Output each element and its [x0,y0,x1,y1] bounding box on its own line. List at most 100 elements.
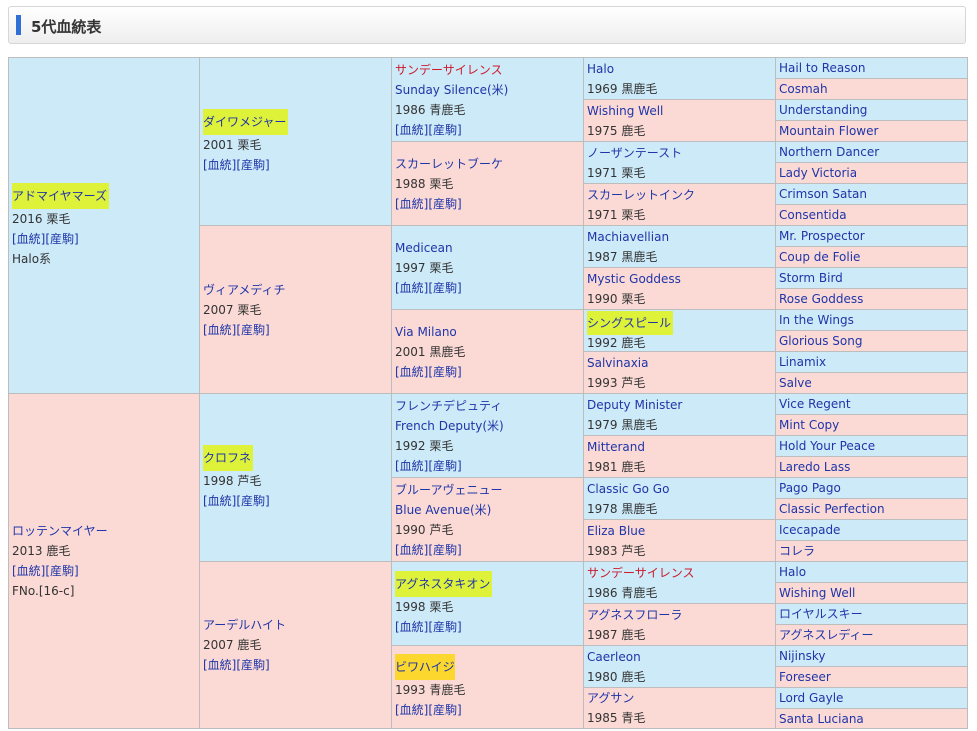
gen5-cell: Foreseer [775,666,968,688]
offspring-link[interactable]: [産駒] [236,322,270,337]
pedigree-link[interactable]: [血統] [395,196,429,211]
birth-year-color: 2001 黒鹿毛 [395,344,466,359]
horse-name-link[interactable]: サンデーサイレンス [587,565,695,580]
horse-name-link[interactable]: Crimson Satan [779,187,867,201]
horse-name-link[interactable]: アグネスレディー [779,628,874,642]
horse-name-link[interactable]: アグサン [587,691,635,705]
gen4-cell: サンデーサイレンス 1986 青鹿毛 [583,561,776,604]
offspring-link[interactable]: [産駒] [428,196,462,211]
horse-name-link[interactable]: ロッテンマイヤー [12,524,108,538]
horse-name-link[interactable]: アドマイヤマーズ [12,182,110,209]
gen4-cell: Caerleon 1980 鹿毛 [583,645,776,688]
offspring-link[interactable]: [産駒] [428,122,462,137]
horse-name-link[interactable]: Mountain Flower [779,124,879,138]
horse-name-link[interactable]: Eliza Blue [587,523,646,538]
pedigree-link[interactable]: [血統] [203,658,237,672]
horse-name-link[interactable]: Storm Bird [779,271,843,285]
horse-name-link[interactable]: Halo [587,61,615,76]
pedigree-link[interactable]: [血統] [395,122,429,137]
offspring-link[interactable]: [産駒] [236,157,270,172]
horse-name-link[interactable]: ビワハイジ [395,654,455,680]
birth-year-color: 1971 栗毛 [587,207,646,222]
horse-name-link[interactable]: Halo [779,565,807,579]
section-header: 5代血統表 [8,6,966,44]
pedigree-links: [血統][産駒] [395,540,580,560]
horse-name-link[interactable]: Salvinaxia [587,355,649,370]
horse-name-link[interactable]: In the Wings [779,313,854,327]
gen3-cell: フレンチデピュティ French Deputy(米) 1992 栗毛 [血統][… [391,393,584,478]
horse-name-link[interactable]: ヴィアメディチ [203,282,286,297]
horse-name-link[interactable]: Mint Copy [779,418,840,432]
horse-name-link[interactable]: Salve [779,376,812,390]
horse-name-link[interactable]: Coup de Folie [779,250,861,264]
offspring-link[interactable]: [産駒] [236,658,270,672]
horse-name-link[interactable]: Understanding [779,103,868,117]
offspring-link[interactable]: [産駒] [45,564,79,578]
horse-name-link[interactable]: サンデーサイレンス [395,62,503,77]
horse-name-link[interactable]: Classic Go Go [587,481,670,496]
horse-name-link[interactable]: アーデルハイト [203,618,287,632]
pedigree-link[interactable]: [血統] [395,703,429,717]
horse-name-link[interactable]: Machiavellian [587,229,670,244]
horse-name-link[interactable]: Mr. Prospector [779,229,865,243]
pedigree-link[interactable]: [血統] [395,364,429,379]
horse-name-link[interactable]: Wishing Well [587,103,664,118]
horse-name-link[interactable]: Linamix [779,355,827,369]
horse-name-link[interactable]: Cosmah [779,82,828,96]
horse-name-link[interactable]: ダイワメジャー [203,108,289,135]
horse-name-link[interactable]: Deputy Minister [587,397,683,412]
horse-name-link[interactable]: Nijinsky [779,649,826,663]
horse-name-link[interactable]: フレンチデピュティ [395,398,503,413]
gen5-cell: Salve [775,372,968,394]
horse-name-link[interactable]: Caerleon [587,649,641,664]
horse-name-link[interactable]: スカーレットインク [587,187,696,202]
horse-name-link[interactable]: Pago Pago [779,481,841,495]
gen5-cell: Northern Dancer [775,141,968,163]
offspring-link[interactable]: [産駒] [428,458,462,473]
horse-name-link[interactable]: Lady Victoria [779,166,858,180]
offspring-link[interactable]: [産駒] [45,231,79,246]
pedigree-link[interactable]: [血統] [203,157,237,172]
pedigree-link[interactable]: [血統] [395,619,429,634]
horse-name-link[interactable]: Wishing Well [779,586,856,600]
pedigree-link[interactable]: [血統] [395,542,429,557]
horse-name-link[interactable]: Rose Goddess [779,292,864,306]
horse-name-link[interactable]: スカーレットブーケ [395,156,504,171]
horse-name-link[interactable]: コレラ [779,544,816,558]
horse-name-link[interactable]: Hail to Reason [779,61,866,75]
pedigree-link[interactable]: [血統] [203,322,237,337]
horse-name-link[interactable]: Hold Your Peace [779,439,876,453]
offspring-link[interactable]: [産駒] [236,493,270,508]
horse-name-link[interactable]: シングスピール [587,310,674,335]
horse-name-link[interactable]: Consentida [779,208,847,222]
horse-name-link[interactable]: Vice Regent [779,397,851,411]
offspring-link[interactable]: [産駒] [428,364,462,379]
horse-name-link[interactable]: Medicean [395,240,453,255]
pedigree-link[interactable]: [血統] [395,458,429,473]
horse-name-link[interactable]: Glorious Song [779,334,863,348]
horse-name-link[interactable]: Mitterand [587,439,645,454]
horse-name-link[interactable]: アグネスタキオン [395,570,493,597]
pedigree-link[interactable]: [血統] [12,231,46,246]
pedigree-link[interactable]: [血統] [395,280,429,295]
horse-name-link[interactable]: Classic Perfection [779,502,885,516]
horse-name-link[interactable]: ブルーアヴェニュー [395,482,503,497]
horse-name-link[interactable]: アグネスフローラ [587,607,683,622]
horse-name-link[interactable]: クロフネ [203,444,254,471]
offspring-link[interactable]: [産駒] [428,542,462,557]
horse-name-link[interactable]: Mystic Goddess [587,271,681,286]
horse-name-link[interactable]: Santa Luciana [779,711,864,726]
offspring-link[interactable]: [産駒] [428,280,462,295]
horse-name-link[interactable]: Northern Dancer [779,145,880,159]
offspring-link[interactable]: [産駒] [428,619,462,634]
horse-name-link[interactable]: Icecapade [779,523,841,537]
pedigree-link[interactable]: [血統] [12,564,46,578]
horse-name-link[interactable]: ノーザンテースト [587,145,683,160]
offspring-link[interactable]: [産駒] [428,703,462,717]
horse-name-link[interactable]: Via Milano [395,324,457,339]
horse-name-link[interactable]: ロイヤルスキー [779,607,863,621]
pedigree-link[interactable]: [血統] [203,493,237,508]
horse-name-link[interactable]: Laredo Lass [779,460,851,474]
horse-name-link[interactable]: Lord Gayle [779,691,844,705]
horse-name-link[interactable]: Foreseer [779,670,831,684]
